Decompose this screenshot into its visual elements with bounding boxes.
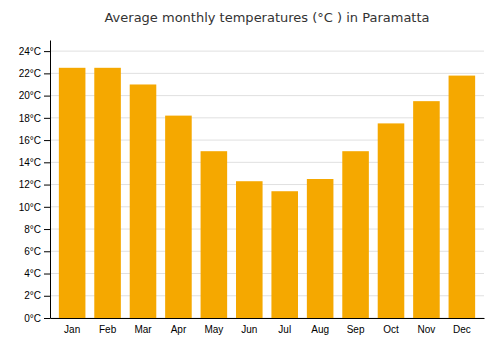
bar <box>59 68 86 318</box>
x-tick: Dec <box>453 318 471 335</box>
y-tick: 0°C <box>24 313 50 324</box>
y-tick: 24°C <box>19 46 50 57</box>
bar <box>342 151 369 318</box>
x-tick-label: Jan <box>64 324 80 335</box>
y-tick-line <box>44 229 50 230</box>
chart-container: Jan Feb Mar Apr May Jun Jul Aug Sep Oct Nov Dec 0°C 2… <box>0 0 500 350</box>
y-tick: 4°C <box>24 268 50 279</box>
grid <box>50 51 484 318</box>
y-tick-label: 6°C <box>24 246 41 257</box>
y-tick-label: 24°C <box>19 46 41 57</box>
x-tick: Sep <box>347 318 365 335</box>
y-tick-line <box>44 162 50 163</box>
y-tick: 8°C <box>24 224 50 235</box>
y-tick-line <box>44 118 50 119</box>
bar <box>378 123 405 318</box>
chart-svg: Jan Feb Mar Apr May Jun Jul Aug Sep Oct Nov Dec 0°C 2… <box>0 0 500 350</box>
bar <box>165 116 192 318</box>
y-axis: 0°C 2°C 4°C 6°C 8°C 10°C 12°C 14°C 16°C 18°C 20°C 2… <box>19 41 51 324</box>
y-tick-line <box>44 51 50 52</box>
x-tick: May <box>204 318 223 335</box>
y-tick-line <box>44 185 50 186</box>
y-tick-label: 20°C <box>19 90 41 101</box>
y-tick: 12°C <box>19 179 50 190</box>
y-tick-label: 4°C <box>24 268 41 279</box>
x-tick-label: Sep <box>347 324 365 335</box>
x-tick-label: Apr <box>171 324 187 335</box>
x-tick: Aug <box>311 318 329 335</box>
grid-line <box>50 51 484 52</box>
bar <box>449 76 476 318</box>
x-tick: Oct <box>383 318 399 335</box>
x-tick: Jan <box>64 318 80 335</box>
y-tick-label: 8°C <box>24 224 41 235</box>
y-tick: 6°C <box>24 246 50 257</box>
x-tick-label: Mar <box>134 324 152 335</box>
x-tick-label: May <box>204 324 223 335</box>
y-tick-label: 2°C <box>24 290 41 301</box>
y-tick: 16°C <box>19 135 50 146</box>
y-tick-line <box>44 96 50 97</box>
y-tick-label: 16°C <box>19 135 41 146</box>
bar <box>130 84 157 318</box>
x-tick: Feb <box>99 318 117 335</box>
x-tick-label: Feb <box>99 324 117 335</box>
x-tick-label: Jul <box>278 324 291 335</box>
x-axis: Jan Feb Mar Apr May Jun Jul Aug Sep Oct Nov Dec <box>51 318 485 335</box>
bar <box>271 191 298 318</box>
bar <box>201 151 228 318</box>
x-tick: Apr <box>171 318 187 335</box>
bars <box>59 68 475 318</box>
x-tick-label: Jun <box>241 324 257 335</box>
y-tick-line <box>44 73 50 74</box>
y-tick: 20°C <box>19 90 50 101</box>
y-tick: 10°C <box>19 202 50 213</box>
y-tick-label: 10°C <box>19 202 41 213</box>
y-tick-line <box>44 251 50 252</box>
y-tick-line <box>44 140 50 141</box>
x-tick-label: Aug <box>311 324 329 335</box>
y-tick: 14°C <box>19 157 50 168</box>
y-tick-label: 18°C <box>19 113 41 124</box>
chart-title: Average monthly temperatures (°C ) in Pa… <box>104 10 429 25</box>
bar <box>94 68 121 318</box>
bar <box>236 181 263 318</box>
x-tick-label: Nov <box>418 324 436 335</box>
x-tick: Jul <box>278 318 291 335</box>
x-tick: Mar <box>134 318 152 335</box>
y-tick-line <box>44 274 50 275</box>
x-axis-line <box>51 318 485 319</box>
y-tick-line <box>44 318 50 319</box>
x-tick-label: Oct <box>383 324 399 335</box>
y-tick-line <box>44 207 50 208</box>
y-tick: 18°C <box>19 113 50 124</box>
y-tick-label: 14°C <box>19 157 41 168</box>
bar <box>413 101 440 318</box>
x-tick-label: Dec <box>453 324 471 335</box>
x-tick: Jun <box>241 318 257 335</box>
y-tick: 2°C <box>24 290 50 301</box>
y-tick-label: 12°C <box>19 179 41 190</box>
y-axis-line <box>50 41 51 319</box>
x-tick: Nov <box>418 318 436 335</box>
y-tick: 22°C <box>19 68 50 79</box>
y-tick-label: 22°C <box>19 68 41 79</box>
y-tick-label: 0°C <box>24 313 41 324</box>
bar <box>307 179 334 318</box>
y-tick-line <box>44 296 50 297</box>
